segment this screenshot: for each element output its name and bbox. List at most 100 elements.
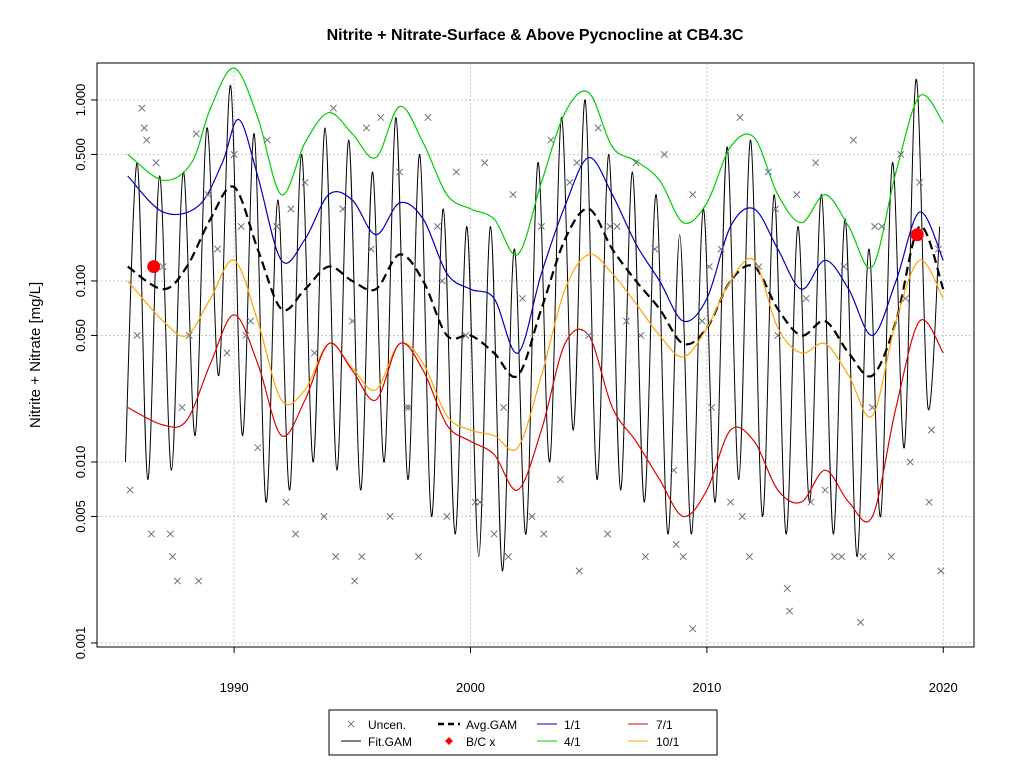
- uncen-point: [126, 486, 134, 494]
- uncen-point: [783, 584, 791, 593]
- uncen-point: [386, 512, 394, 521]
- legend-item-bc: B/C x: [445, 735, 495, 749]
- uncen-point: [490, 530, 498, 538]
- series-7-1: [127, 314, 944, 523]
- uncen-point: [185, 331, 193, 339]
- uncen-point: [273, 222, 281, 231]
- uncen-point: [147, 530, 155, 538]
- bc-point: [147, 260, 161, 274]
- uncen-point: [237, 222, 245, 231]
- uncen-point: [367, 245, 375, 253]
- y-axis: 0.001 0.005 0.010 0.050 0.100 0.500 1.000: [73, 84, 97, 660]
- uncen-point: [287, 205, 295, 213]
- series-fit-gam: [124, 78, 941, 572]
- uncen-point: [166, 530, 174, 538]
- uncen-point: [358, 553, 366, 561]
- uncen-point: [670, 466, 678, 474]
- uncen-point: [332, 553, 340, 561]
- uncen-point: [793, 191, 801, 199]
- uncen-point: [868, 403, 876, 412]
- legend-d7-label: 7/1: [656, 718, 673, 732]
- legend-uncen-label: Uncen.: [368, 718, 406, 732]
- uncen-point: [679, 553, 687, 561]
- legend-item-uncen: Uncen.: [347, 718, 406, 732]
- uncen-point: [537, 222, 545, 231]
- uncen-point: [214, 245, 222, 253]
- uncen-point: [906, 458, 914, 466]
- y-tick-label: 0.005: [73, 500, 88, 533]
- uncen-point: [452, 168, 460, 176]
- uncen-point: [871, 222, 879, 231]
- series-10-1: [127, 253, 944, 451]
- uncen-point: [705, 263, 713, 271]
- uncen-point: [301, 178, 309, 187]
- uncen-point: [708, 403, 716, 412]
- uncen-point: [223, 349, 231, 357]
- legend: Uncen. Fit.GAM Avg.GAM B/C x 1/1 4/1 7/1: [328, 709, 718, 756]
- uncen-point: [859, 553, 867, 561]
- uncen-point: [594, 124, 602, 132]
- uncen-point: [348, 317, 356, 325]
- uncen-point: [556, 475, 564, 484]
- uncen-point: [925, 498, 933, 506]
- uncen-point: [689, 191, 697, 199]
- uncen-point: [433, 222, 441, 231]
- uncen-point: [726, 498, 735, 506]
- legend-bc-label: B/C x: [466, 735, 495, 749]
- y-tick-label: 1.000: [73, 84, 88, 117]
- uncen-point: [745, 553, 753, 561]
- y-tick-label: 0.001: [73, 627, 88, 660]
- uncen-point: [736, 113, 744, 122]
- uncen-point: [566, 178, 574, 187]
- uncen-point: [518, 294, 527, 303]
- uncen-point: [764, 168, 772, 176]
- uncen-point: [672, 540, 680, 549]
- uncen-point: [481, 159, 489, 167]
- uncen-point: [771, 205, 779, 213]
- uncen-point: [606, 222, 614, 231]
- uncen-point: [329, 104, 337, 112]
- uncen-point: [339, 205, 347, 213]
- uncen-point: [195, 577, 203, 585]
- series-4-1: [127, 67, 944, 269]
- uncen-point: [509, 191, 517, 199]
- legend-uncen-marker: [347, 720, 355, 728]
- uncen-point: [717, 245, 725, 253]
- uncen-point: [242, 331, 250, 339]
- uncen-point: [937, 567, 945, 575]
- uncen-point: [927, 426, 936, 434]
- uncen-point: [310, 349, 319, 357]
- legend-item-d4: 4/1: [537, 735, 581, 749]
- uncen-point: [660, 150, 668, 158]
- uncen-point: [838, 553, 846, 561]
- uncen-point: [169, 553, 177, 561]
- uncen-point: [821, 486, 829, 494]
- uncen-point: [840, 263, 848, 271]
- points-group: [126, 104, 945, 633]
- uncen-point: [377, 113, 385, 122]
- legend-bc-marker: [445, 737, 453, 745]
- uncen-point: [604, 530, 612, 538]
- uncen-point: [204, 191, 212, 199]
- uncen-point: [320, 512, 328, 521]
- uncen-point: [774, 331, 782, 339]
- uncen-point: [438, 277, 446, 285]
- uncen-point: [887, 553, 895, 561]
- x-axis: 1990 2000 2010 2020: [220, 647, 958, 695]
- uncen-point: [802, 294, 810, 303]
- uncen-point: [585, 331, 593, 339]
- uncen-point: [362, 124, 371, 132]
- uncen-point: [138, 104, 146, 112]
- uncen-point: [173, 577, 181, 585]
- uncen-point: [462, 331, 470, 339]
- series-avg-gam: [127, 185, 945, 379]
- uncen-point: [405, 403, 413, 412]
- legend-d4-label: 4/1: [564, 735, 581, 749]
- uncen-point: [143, 136, 151, 144]
- uncen-point: [528, 512, 536, 521]
- x-tick-label: 2020: [929, 680, 958, 695]
- uncen-point: [247, 317, 255, 325]
- uncen-point: [622, 317, 631, 325]
